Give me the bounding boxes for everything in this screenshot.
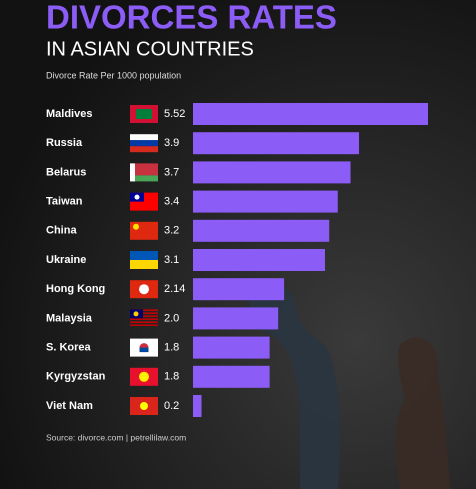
flag-part	[130, 312, 158, 314]
flag-part	[130, 134, 158, 141]
flag	[130, 163, 158, 182]
bar	[193, 307, 279, 330]
flag-part	[130, 309, 158, 311]
category-label: Belarus	[46, 166, 86, 178]
value-label: 2.14	[164, 283, 185, 295]
flag-part	[130, 140, 158, 147]
category-label: Russia	[46, 137, 83, 149]
flag	[130, 309, 158, 326]
value-label: 3.7	[164, 166, 179, 178]
bar	[193, 161, 351, 184]
category-label: China	[46, 225, 77, 237]
flag	[130, 192, 158, 211]
flag-part	[139, 371, 149, 382]
value-label: 3.9	[164, 137, 179, 149]
value-label: 1.8	[164, 342, 179, 354]
bar	[193, 132, 360, 155]
value-label: 3.1	[164, 254, 179, 266]
value-label: 5.52	[164, 108, 185, 120]
category-label: Ukraine	[46, 254, 86, 266]
bar	[193, 365, 270, 388]
flag-part	[139, 347, 149, 353]
bar	[193, 190, 338, 213]
flag	[130, 338, 158, 357]
category-label: Hong Kong	[46, 283, 105, 295]
flag	[130, 221, 158, 240]
flag-part	[133, 311, 139, 317]
category-label: S. Korea	[46, 342, 92, 354]
decoration	[248, 283, 450, 489]
flag-part	[130, 251, 158, 260]
flag-part	[136, 109, 152, 119]
flag-part	[139, 284, 149, 295]
flag-part	[140, 402, 148, 410]
flag	[130, 105, 158, 123]
bar	[193, 278, 285, 301]
flag	[130, 134, 158, 153]
flag-part	[130, 318, 158, 320]
value-label: 1.8	[164, 371, 179, 383]
flag-part	[130, 163, 158, 176]
value-label: 2.0	[164, 312, 179, 324]
flag	[130, 251, 158, 269]
axis-label: Divorce Rate Per 1000 population	[46, 70, 181, 80]
bar	[193, 249, 325, 271]
flag	[130, 280, 158, 299]
flag-part	[130, 324, 158, 326]
flag-part	[130, 163, 135, 182]
flag-part	[130, 260, 158, 269]
category-label: Malaysia	[46, 312, 93, 324]
category-label: Taiwan	[46, 196, 83, 208]
flag	[130, 367, 158, 386]
category-label: Kyrgyzstan	[46, 371, 106, 383]
flag-part	[133, 223, 139, 230]
category-label: Maldives	[46, 108, 92, 120]
flag-part	[130, 175, 158, 182]
flag	[130, 397, 158, 415]
category-label: Viet Nam	[46, 400, 93, 412]
bar	[193, 103, 428, 125]
flag-part	[130, 321, 158, 323]
source: Source: divorce.com | petrellilaw.com	[46, 432, 186, 442]
bar	[193, 219, 330, 242]
bar	[193, 336, 270, 359]
flag-part	[130, 315, 158, 317]
value-label: 3.4	[164, 196, 179, 208]
chart-subtitle: IN ASIAN COUNTRIES	[46, 38, 254, 60]
flag-part	[130, 146, 158, 153]
flag-part	[134, 194, 140, 200]
chart-title: DIVORCES RATES	[46, 0, 337, 36]
value-label: 0.2	[164, 400, 179, 412]
value-label: 3.2	[164, 225, 179, 237]
bar	[193, 395, 202, 417]
